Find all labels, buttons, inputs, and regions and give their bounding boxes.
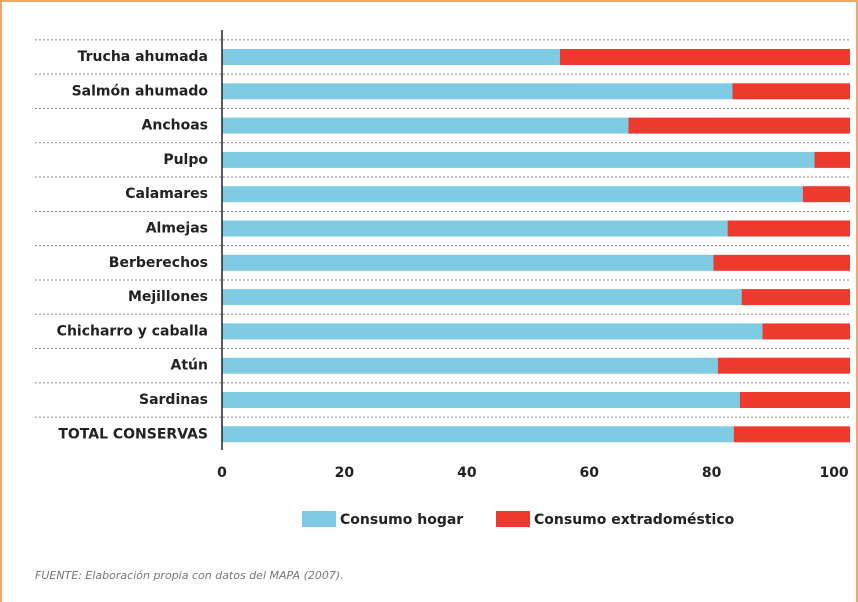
category-label: Atún: [171, 358, 208, 374]
x-tick-label: 60: [580, 465, 600, 481]
bar-segment: [762, 323, 850, 340]
category-label: Berberechos: [109, 255, 208, 271]
bar-segment: [222, 357, 718, 374]
x-tick-label: 0: [217, 465, 227, 481]
category-label: Mejillones: [128, 289, 208, 305]
x-tick-label: 20: [335, 465, 355, 481]
bar-segment: [717, 357, 850, 374]
bar-segment: [727, 220, 850, 237]
bar-segment: [222, 49, 560, 65]
bar-segment: [741, 289, 850, 306]
legend-swatch: [496, 511, 530, 527]
bar-segment: [733, 426, 850, 443]
bar-segment: [814, 151, 850, 168]
legend-swatch: [302, 511, 336, 527]
legend-label: Consumo hogar: [340, 512, 463, 528]
category-label: Almejas: [146, 221, 208, 237]
bar-segment: [222, 117, 629, 134]
bar-segment: [802, 186, 850, 203]
x-tick-label: 40: [457, 465, 477, 481]
category-label: TOTAL CONSERVAS: [58, 426, 208, 442]
bar-segment: [732, 83, 850, 100]
category-label: Calamares: [125, 186, 208, 202]
legend-label: Consumo extradoméstico: [534, 512, 735, 528]
bar-segment: [222, 220, 728, 237]
category-label: Sardinas: [139, 392, 208, 408]
category-label: Salmón ahumado: [72, 83, 209, 99]
x-tick-label: 80: [702, 465, 722, 481]
bar-segment: [222, 83, 733, 100]
bar-segment: [222, 186, 803, 203]
bar-segment: [222, 426, 734, 443]
bar-segment: [222, 151, 815, 168]
category-label: Trucha ahumada: [78, 49, 208, 65]
source-note: FUENTE: Elaboración propia con datos del…: [35, 569, 344, 582]
x-tick-label: 100: [819, 465, 848, 481]
category-label: Chicharro y caballa: [57, 323, 208, 339]
bar-segment: [222, 323, 763, 340]
bar-segment: [739, 392, 850, 408]
bar-segment: [222, 289, 742, 306]
bar-segment: [628, 117, 850, 134]
category-label: Pulpo: [163, 152, 208, 168]
bar-segment: [559, 49, 850, 65]
bar-segment: [222, 254, 714, 271]
category-label: Anchoas: [142, 118, 208, 134]
bar-segment: [713, 254, 850, 271]
bar-segment: [222, 392, 740, 408]
